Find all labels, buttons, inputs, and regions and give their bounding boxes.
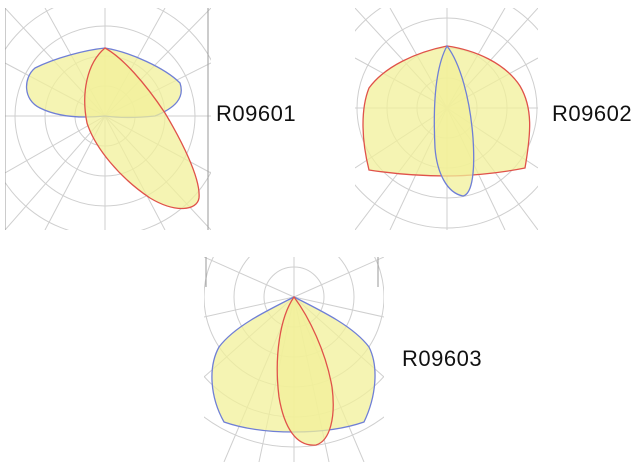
- polar-plot-r09601: [5, 8, 211, 230]
- polar-plot-r09603: [204, 257, 384, 462]
- diagram-label-r09603: R09603: [402, 346, 483, 371]
- c90-c270-curve: [433, 44, 475, 197]
- photometric-diagram-r09603: [204, 257, 384, 462]
- photometric-diagram-r09602: [355, 8, 538, 230]
- photometric-diagram-r09601: [5, 8, 211, 230]
- c90-c270-curve: [84, 47, 200, 210]
- c90-c270-curve: [276, 295, 334, 446]
- diagram-label-r09601: R09601: [216, 101, 297, 126]
- polar-plot-r09602: [355, 8, 538, 230]
- diagram-label-r09602: R09602: [552, 101, 633, 126]
